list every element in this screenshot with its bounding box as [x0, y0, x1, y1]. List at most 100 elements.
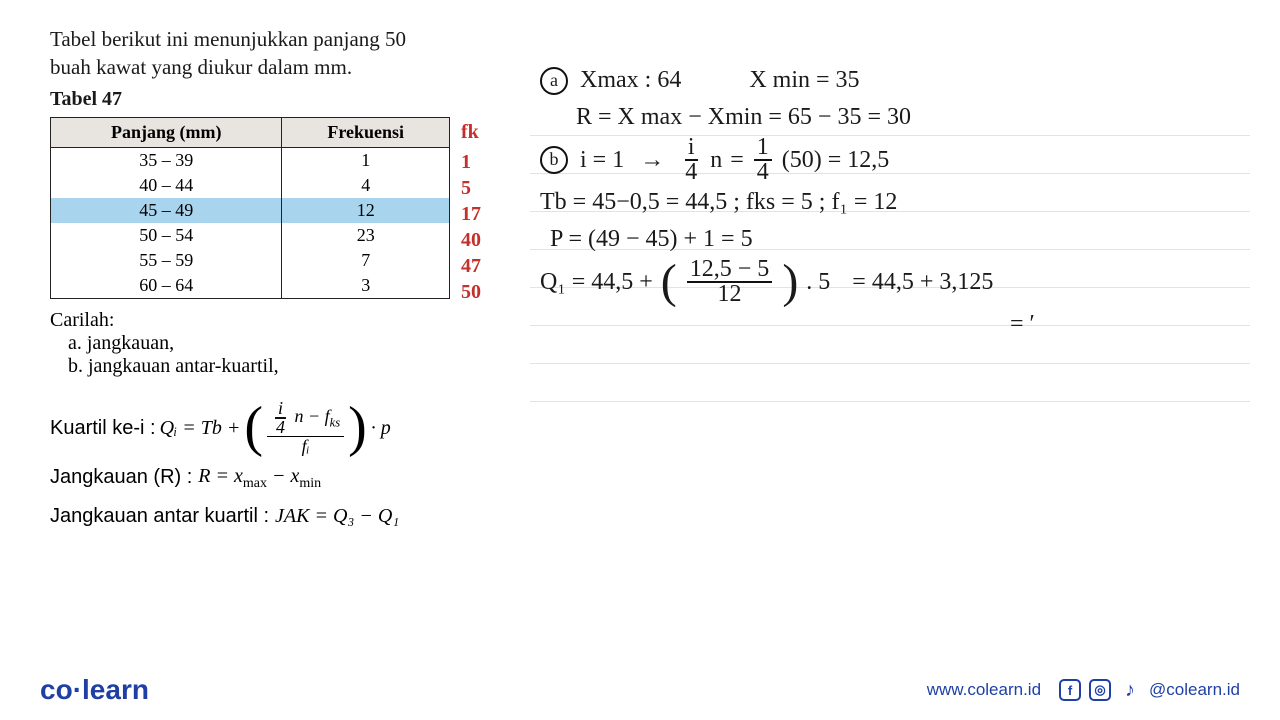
hw-line-p: P = (49 − 45) + 1 = 5 [550, 221, 1240, 258]
problem-line2: buah kawat yang diukur dalam mm. [50, 55, 352, 79]
tiktok-icon: ♪ [1119, 679, 1141, 701]
table-wrapper: Panjang (mm) Frekuensi 35 – 39 1 40 – 44… [50, 117, 510, 299]
paren-open-icon: ( [244, 404, 263, 452]
q1-lhs: Q₁ = 44,5 + [540, 264, 653, 301]
q1-den: 12 [715, 283, 745, 306]
sub-min: min [299, 476, 321, 491]
table-row: 55 – 59 7 [51, 248, 450, 273]
table-row-highlighted: 45 – 49 12 [51, 198, 450, 223]
r-equation: R = X max − Xmin = 65 − 35 = 30 [576, 99, 911, 136]
cell-range: 55 – 59 [51, 248, 282, 273]
question-a: a. jangkauan, [68, 332, 510, 355]
hw-line-q1-cont: = ′ [1010, 306, 1240, 343]
tb-equation: Tb = 45−0,5 = 44,5 ; fks = 5 ; f₁ = 12 [540, 184, 897, 221]
table-row: 40 – 44 4 [51, 173, 450, 198]
cell-freq: 12 [282, 198, 450, 223]
hw-line-a: a Xmax : 64 X min = 35 [540, 62, 1240, 99]
cell-freq: 23 [282, 223, 450, 248]
fk-column-handwritten: fk 1 5 17 40 47 50 [455, 117, 487, 305]
footer-right: www.colearn.id f ◎ ♪ @colearn.id [927, 679, 1240, 701]
brand-dot-icon: · [73, 674, 82, 705]
formula-block: Kuartil ke-i : Qᵢ = Tb + ( i 4 n − fks f… [50, 400, 510, 536]
jangkauan-eq: R = xmax − xmin [198, 457, 321, 498]
frac-numerator: i 4 n − fks [267, 400, 344, 437]
social-icons: f ◎ ♪ @colearn.id [1059, 679, 1240, 701]
kuartil-label: Kuartil ke-i : [50, 409, 156, 447]
hw-line-tb: Tb = 45−0,5 = 44,5 ; fks = 5 ; f₁ = 12 [540, 184, 1240, 221]
jak-label: Jangkauan antar kuartil : [50, 497, 269, 535]
dot-p: · p [371, 409, 391, 447]
carilah-label: Carilah: [50, 309, 510, 332]
big-paren-close-icon: ) [782, 263, 798, 301]
page-root: Tabel berikut ini menunjukkan panjang 50… [0, 0, 1280, 720]
sub-max: max [243, 476, 267, 491]
marker-b: b [540, 146, 568, 174]
r-eq-x: R = x [198, 465, 243, 487]
fk-cell: 40 [455, 227, 487, 253]
fifty-result: (50) = 12,5 [782, 142, 890, 179]
fk-cell: 50 [455, 279, 487, 305]
frac-14: 1 4 [754, 136, 772, 184]
col-header-panjang: Panjang (mm) [51, 117, 282, 147]
brand-co: co [40, 674, 73, 705]
formula-jak: Jangkauan antar kuartil : JAK = Q₃ − Q₁ [50, 497, 510, 535]
marker-a: a [540, 67, 568, 95]
handwriting-column: a Xmax : 64 X min = 35 R = X max − Xmin … [540, 62, 1240, 343]
hw-line-q1: Q₁ = 44,5 + ( 12,5 − 5 12 ) . 5 = 44,5 +… [540, 258, 1240, 306]
formula-jangkauan: Jangkauan (R) : R = xmax − xmin [50, 457, 510, 498]
i-equals-1: i = 1 [580, 142, 624, 179]
hw-line-r: R = X max − Xmin = 65 − 35 = 30 [576, 99, 1240, 136]
minus-x: − x [267, 465, 299, 487]
fk-cell: 5 [455, 175, 487, 201]
xmax-text: Xmax : 64 [580, 62, 681, 99]
kuartil-fraction: i 4 n − fks fᵢ [267, 400, 344, 457]
fk-header: fk [455, 117, 487, 149]
table-row: 35 – 39 1 [51, 147, 450, 173]
fk-cell: 17 [455, 201, 487, 227]
social-handle: @colearn.id [1149, 680, 1240, 700]
frequency-table: Panjang (mm) Frekuensi 35 – 39 1 40 – 44… [50, 117, 450, 299]
frac-1-den: 4 [754, 161, 772, 184]
cell-freq: 7 [282, 248, 450, 273]
cell-range: 40 – 44 [51, 173, 282, 198]
frac-n-minus-fks: n − fks [294, 406, 340, 426]
hw-line-b: b i = 1 → i 4 n = 1 4 (50) = 12,5 [540, 136, 1240, 184]
frac-i-den: 4 [682, 161, 700, 184]
table-row: 60 – 64 3 [51, 273, 450, 299]
big-paren-open-icon: ( [661, 263, 677, 301]
footer-url: www.colearn.id [927, 680, 1041, 700]
qi-lhs: Qᵢ = Tb + [160, 409, 241, 447]
footer: co·learn www.colearn.id f ◎ ♪ @colearn.i… [0, 674, 1280, 706]
paren-close-icon: ) [348, 404, 367, 452]
problem-line1: Tabel berikut ini menunjukkan panjang 50 [50, 27, 406, 51]
q1-continuation: = ′ [1010, 306, 1035, 343]
brand-learn: learn [82, 674, 149, 705]
frac-i: i [275, 400, 286, 419]
fk-cell: 47 [455, 253, 487, 279]
cell-range: 45 – 49 [51, 198, 282, 223]
arrow-icon: → [640, 142, 664, 179]
question-b: b. jangkauan antar-kuartil, [68, 355, 510, 378]
q1-fraction: 12,5 − 5 12 [687, 258, 773, 306]
facebook-icon: f [1059, 679, 1081, 701]
q1-num: 12,5 − 5 [687, 258, 773, 283]
table-row: 50 – 54 23 [51, 223, 450, 248]
frac-fks-sub: ks [330, 416, 341, 430]
frac-4: 4 [273, 419, 288, 436]
xmin-text: X min = 35 [749, 62, 859, 99]
cell-freq: 4 [282, 173, 450, 198]
frac-denominator: fᵢ [298, 437, 314, 457]
table-caption: Tabel 47 [50, 88, 510, 111]
jak-eq: JAK = Q₃ − Q₁ [275, 497, 399, 535]
cell-range: 50 – 54 [51, 223, 282, 248]
fk-cell: 1 [455, 149, 487, 175]
questions-block: Carilah: a. jangkauan, b. jangkauan anta… [50, 309, 510, 378]
col-header-frekuensi: Frekuensi [282, 117, 450, 147]
problem-statement: Tabel berikut ini menunjukkan panjang 50… [50, 25, 510, 82]
frac-i-num: i [685, 136, 698, 161]
q1-rhs: = 44,5 + 3,125 [852, 264, 993, 301]
brand-logo: co·learn [40, 674, 149, 706]
cell-freq: 1 [282, 147, 450, 173]
cell-range: 35 – 39 [51, 147, 282, 173]
frac-i4: i 4 [682, 136, 700, 184]
